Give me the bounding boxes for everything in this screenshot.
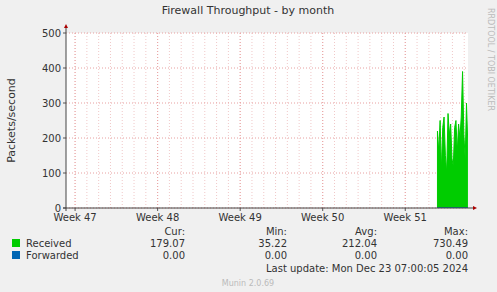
stats-header: Cur: — [164, 226, 185, 237]
axis-arrow — [64, 24, 68, 28]
stat-value: 0.00 — [446, 250, 468, 261]
minor-grid — [169, 33, 170, 208]
minor-grid — [228, 33, 229, 208]
minor-grid — [417, 33, 418, 208]
grid-line — [66, 103, 468, 104]
background — [0, 0, 497, 292]
tick-label: 200 — [42, 133, 61, 144]
stat-value: 0.00 — [265, 250, 287, 261]
grid-line — [66, 138, 468, 139]
stat-value: 0.00 — [163, 250, 185, 261]
legend-swatch — [12, 239, 20, 247]
data-group — [437, 72, 467, 209]
minor-grid — [251, 33, 252, 208]
tick-label: 100 — [42, 168, 61, 179]
stats-header: Min: — [266, 226, 287, 237]
minor-grid — [240, 33, 241, 208]
minor-grid — [358, 33, 359, 208]
minor-grid — [334, 33, 335, 208]
minor-grid — [428, 33, 429, 208]
minor-grid — [193, 33, 194, 208]
grid-line — [405, 33, 406, 208]
minor-grid — [263, 33, 264, 208]
tick-label: Week 51 — [384, 212, 427, 223]
minor-grid — [275, 33, 276, 208]
minor-grid — [86, 33, 87, 208]
stat-value: 0.00 — [355, 250, 377, 261]
tick-label: Week 48 — [136, 212, 179, 223]
minor-grid — [369, 33, 370, 208]
legend-swatch — [12, 251, 20, 259]
tick-label: 500 — [42, 28, 61, 39]
grid-line — [157, 33, 158, 208]
minor-grid — [98, 33, 99, 208]
minor-grid — [145, 33, 146, 208]
minor-grid — [216, 33, 217, 208]
y-label: Packets/second — [5, 78, 18, 163]
grid-line — [66, 173, 468, 174]
minor-grid — [157, 33, 158, 208]
minor-grid — [299, 33, 300, 208]
tick-label: Week 47 — [53, 212, 96, 223]
grid-line — [322, 33, 323, 208]
stats-header: Max: — [444, 226, 468, 237]
minor-grid — [122, 33, 123, 208]
minor-grid — [310, 33, 311, 208]
grid-line — [66, 33, 468, 34]
legend-label: Forwarded — [26, 250, 79, 261]
title: Firewall Throughput - by month — [162, 4, 335, 17]
y-axis — [66, 27, 67, 211]
minor-grid — [204, 33, 205, 208]
tick-label: 300 — [42, 98, 61, 109]
x-axis — [63, 208, 474, 209]
stat-value: 179.07 — [150, 238, 185, 249]
footer: Munin 2.0.69 — [222, 279, 274, 288]
minor-grid — [110, 33, 111, 208]
axis-arrow — [473, 206, 477, 210]
grid-line — [66, 68, 468, 69]
stat-value: 730.49 — [433, 238, 468, 249]
tick-label: Week 49 — [219, 212, 262, 223]
last-update: Last update: Mon Dec 23 07:00:05 2024 — [266, 263, 468, 274]
side-note: RRDTOOL / TOBI OETIKER — [486, 8, 495, 111]
minor-grid — [75, 33, 76, 208]
grid-line — [75, 33, 76, 208]
minor-grid — [134, 33, 135, 208]
minor-grid — [393, 33, 394, 208]
tick-label: Week 50 — [301, 212, 344, 223]
tick-label: 400 — [42, 63, 61, 74]
minor-grid — [287, 33, 288, 208]
stat-value: 212.04 — [342, 238, 377, 249]
plot-area — [66, 33, 468, 208]
stats-header: Avg: — [355, 226, 377, 237]
stat-value: 35.22 — [258, 238, 287, 249]
minor-grid — [181, 33, 182, 208]
legend-label: Received — [26, 238, 72, 249]
grid-line — [240, 33, 241, 208]
minor-grid — [405, 33, 406, 208]
minor-grid — [322, 33, 323, 208]
minor-grid — [346, 33, 347, 208]
series-area — [437, 72, 467, 209]
minor-grid — [381, 33, 382, 208]
